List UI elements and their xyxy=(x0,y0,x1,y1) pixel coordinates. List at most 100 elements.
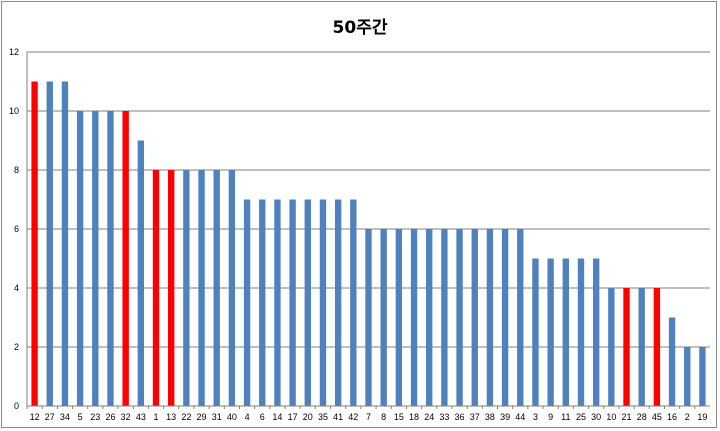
x-tick-label: 45 xyxy=(652,412,662,422)
bar-10 xyxy=(608,288,615,406)
bar-23 xyxy=(92,111,99,406)
chart-title: 50주간 xyxy=(333,18,388,38)
x-tick-label: 6 xyxy=(260,412,265,422)
x-axis-ticks: 12 27 34 5 23 26 32 43 1 13 22 29 31 40 4 6 14 17 20 35 41 42… xyxy=(30,412,708,422)
bar-2 xyxy=(684,347,691,406)
axes xyxy=(26,52,710,409)
x-tick-label: 21 xyxy=(622,412,632,422)
y-tick-label: 6 xyxy=(14,224,19,234)
bar-43 xyxy=(137,140,145,406)
x-tick-label: 13 xyxy=(166,412,176,422)
bar-7 xyxy=(365,229,372,406)
x-tick-label: 37 xyxy=(470,412,480,422)
x-tick-label: 43 xyxy=(136,412,146,422)
bar-9 xyxy=(547,258,554,406)
bar-6 xyxy=(259,199,266,406)
x-tick-label: 38 xyxy=(485,412,495,422)
x-tick-label: 11 xyxy=(561,412,570,422)
bar-8 xyxy=(380,229,387,406)
bar-16 xyxy=(668,317,676,406)
bar-24 xyxy=(426,229,433,406)
bar-21 xyxy=(623,288,630,406)
bar-12 xyxy=(31,81,38,406)
bar-3 xyxy=(532,258,539,406)
y-tick-label: 8 xyxy=(14,165,19,175)
x-tick-label: 18 xyxy=(409,412,419,422)
bar-29 xyxy=(198,170,205,406)
bar-28 xyxy=(638,288,645,406)
x-tick-label: 28 xyxy=(637,412,647,422)
x-tick-label: 1 xyxy=(154,412,159,422)
x-tick-label: 9 xyxy=(548,412,553,422)
x-tick-label: 36 xyxy=(455,412,465,422)
bar-40 xyxy=(228,170,236,406)
x-tick-label: 10 xyxy=(606,412,616,422)
bar-11 xyxy=(562,258,569,406)
x-tick-label: 16 xyxy=(667,412,677,422)
bar-32 xyxy=(122,111,129,406)
x-tick-label: 31 xyxy=(212,412,222,422)
bar-41 xyxy=(334,199,342,406)
x-tick-label: 39 xyxy=(500,412,510,422)
x-tick-label: 14 xyxy=(272,412,282,422)
bar-30 xyxy=(592,258,600,406)
x-tick-label: 7 xyxy=(366,412,371,422)
x-tick-label: 41 xyxy=(333,412,343,422)
bar-4 xyxy=(243,199,251,406)
x-tick-label: 35 xyxy=(318,412,328,422)
x-tick-label: 26 xyxy=(105,412,115,422)
bar-35 xyxy=(319,199,327,406)
bar-34 xyxy=(61,81,69,406)
x-tick-label: 32 xyxy=(121,412,131,422)
bar-22 xyxy=(183,170,190,406)
bar-25 xyxy=(577,258,585,406)
x-tick-label: 5 xyxy=(78,412,83,422)
x-tick-label: 12 xyxy=(30,412,40,422)
bar-44 xyxy=(517,229,524,406)
y-tick-label: 12 xyxy=(9,47,19,57)
bar-38 xyxy=(486,229,494,406)
y-tick-label: 0 xyxy=(14,401,19,411)
x-tick-label: 29 xyxy=(197,412,207,422)
x-tick-label: 34 xyxy=(60,412,70,422)
x-tick-label: 2 xyxy=(685,412,690,422)
x-tick-label: 40 xyxy=(227,412,237,422)
bar-42 xyxy=(350,199,357,406)
y-tick-label: 10 xyxy=(9,106,19,116)
bar-15 xyxy=(395,229,403,406)
x-tick-label: 30 xyxy=(591,412,601,422)
x-tick-label: 22 xyxy=(181,412,191,422)
y-tick-label: 2 xyxy=(14,342,19,352)
bar-45 xyxy=(653,288,661,406)
x-tick-label: 20 xyxy=(303,412,313,422)
bar-series xyxy=(31,81,706,406)
bar-13 xyxy=(168,170,175,406)
bar-20 xyxy=(304,199,311,406)
x-tick-label: 27 xyxy=(45,412,55,422)
x-tick-label: 17 xyxy=(288,412,298,422)
bar-19 xyxy=(699,347,706,406)
bar-18 xyxy=(410,229,418,406)
bar-33 xyxy=(441,229,448,406)
bar-31 xyxy=(213,170,220,406)
x-tick-label: 23 xyxy=(90,412,100,422)
x-tick-label: 4 xyxy=(245,412,250,422)
x-tick-label: 33 xyxy=(439,412,449,422)
bar-1 xyxy=(152,170,160,406)
bar-37 xyxy=(471,229,478,406)
bar-17 xyxy=(289,199,296,406)
bar-36 xyxy=(456,229,463,406)
x-tick-label: 8 xyxy=(381,412,386,422)
x-tick-label: 3 xyxy=(533,412,538,422)
x-tick-label: 44 xyxy=(515,412,525,422)
x-tick-label: 19 xyxy=(697,412,707,422)
x-tick-label: 24 xyxy=(424,412,434,422)
y-axis-ticks: 0 2 4 6 8 10 12 xyxy=(9,47,19,411)
x-tick-label: 42 xyxy=(348,412,358,422)
bar-27 xyxy=(46,81,53,406)
bar-39 xyxy=(501,229,509,406)
y-tick-label: 4 xyxy=(14,283,19,293)
bar-14 xyxy=(274,199,281,406)
